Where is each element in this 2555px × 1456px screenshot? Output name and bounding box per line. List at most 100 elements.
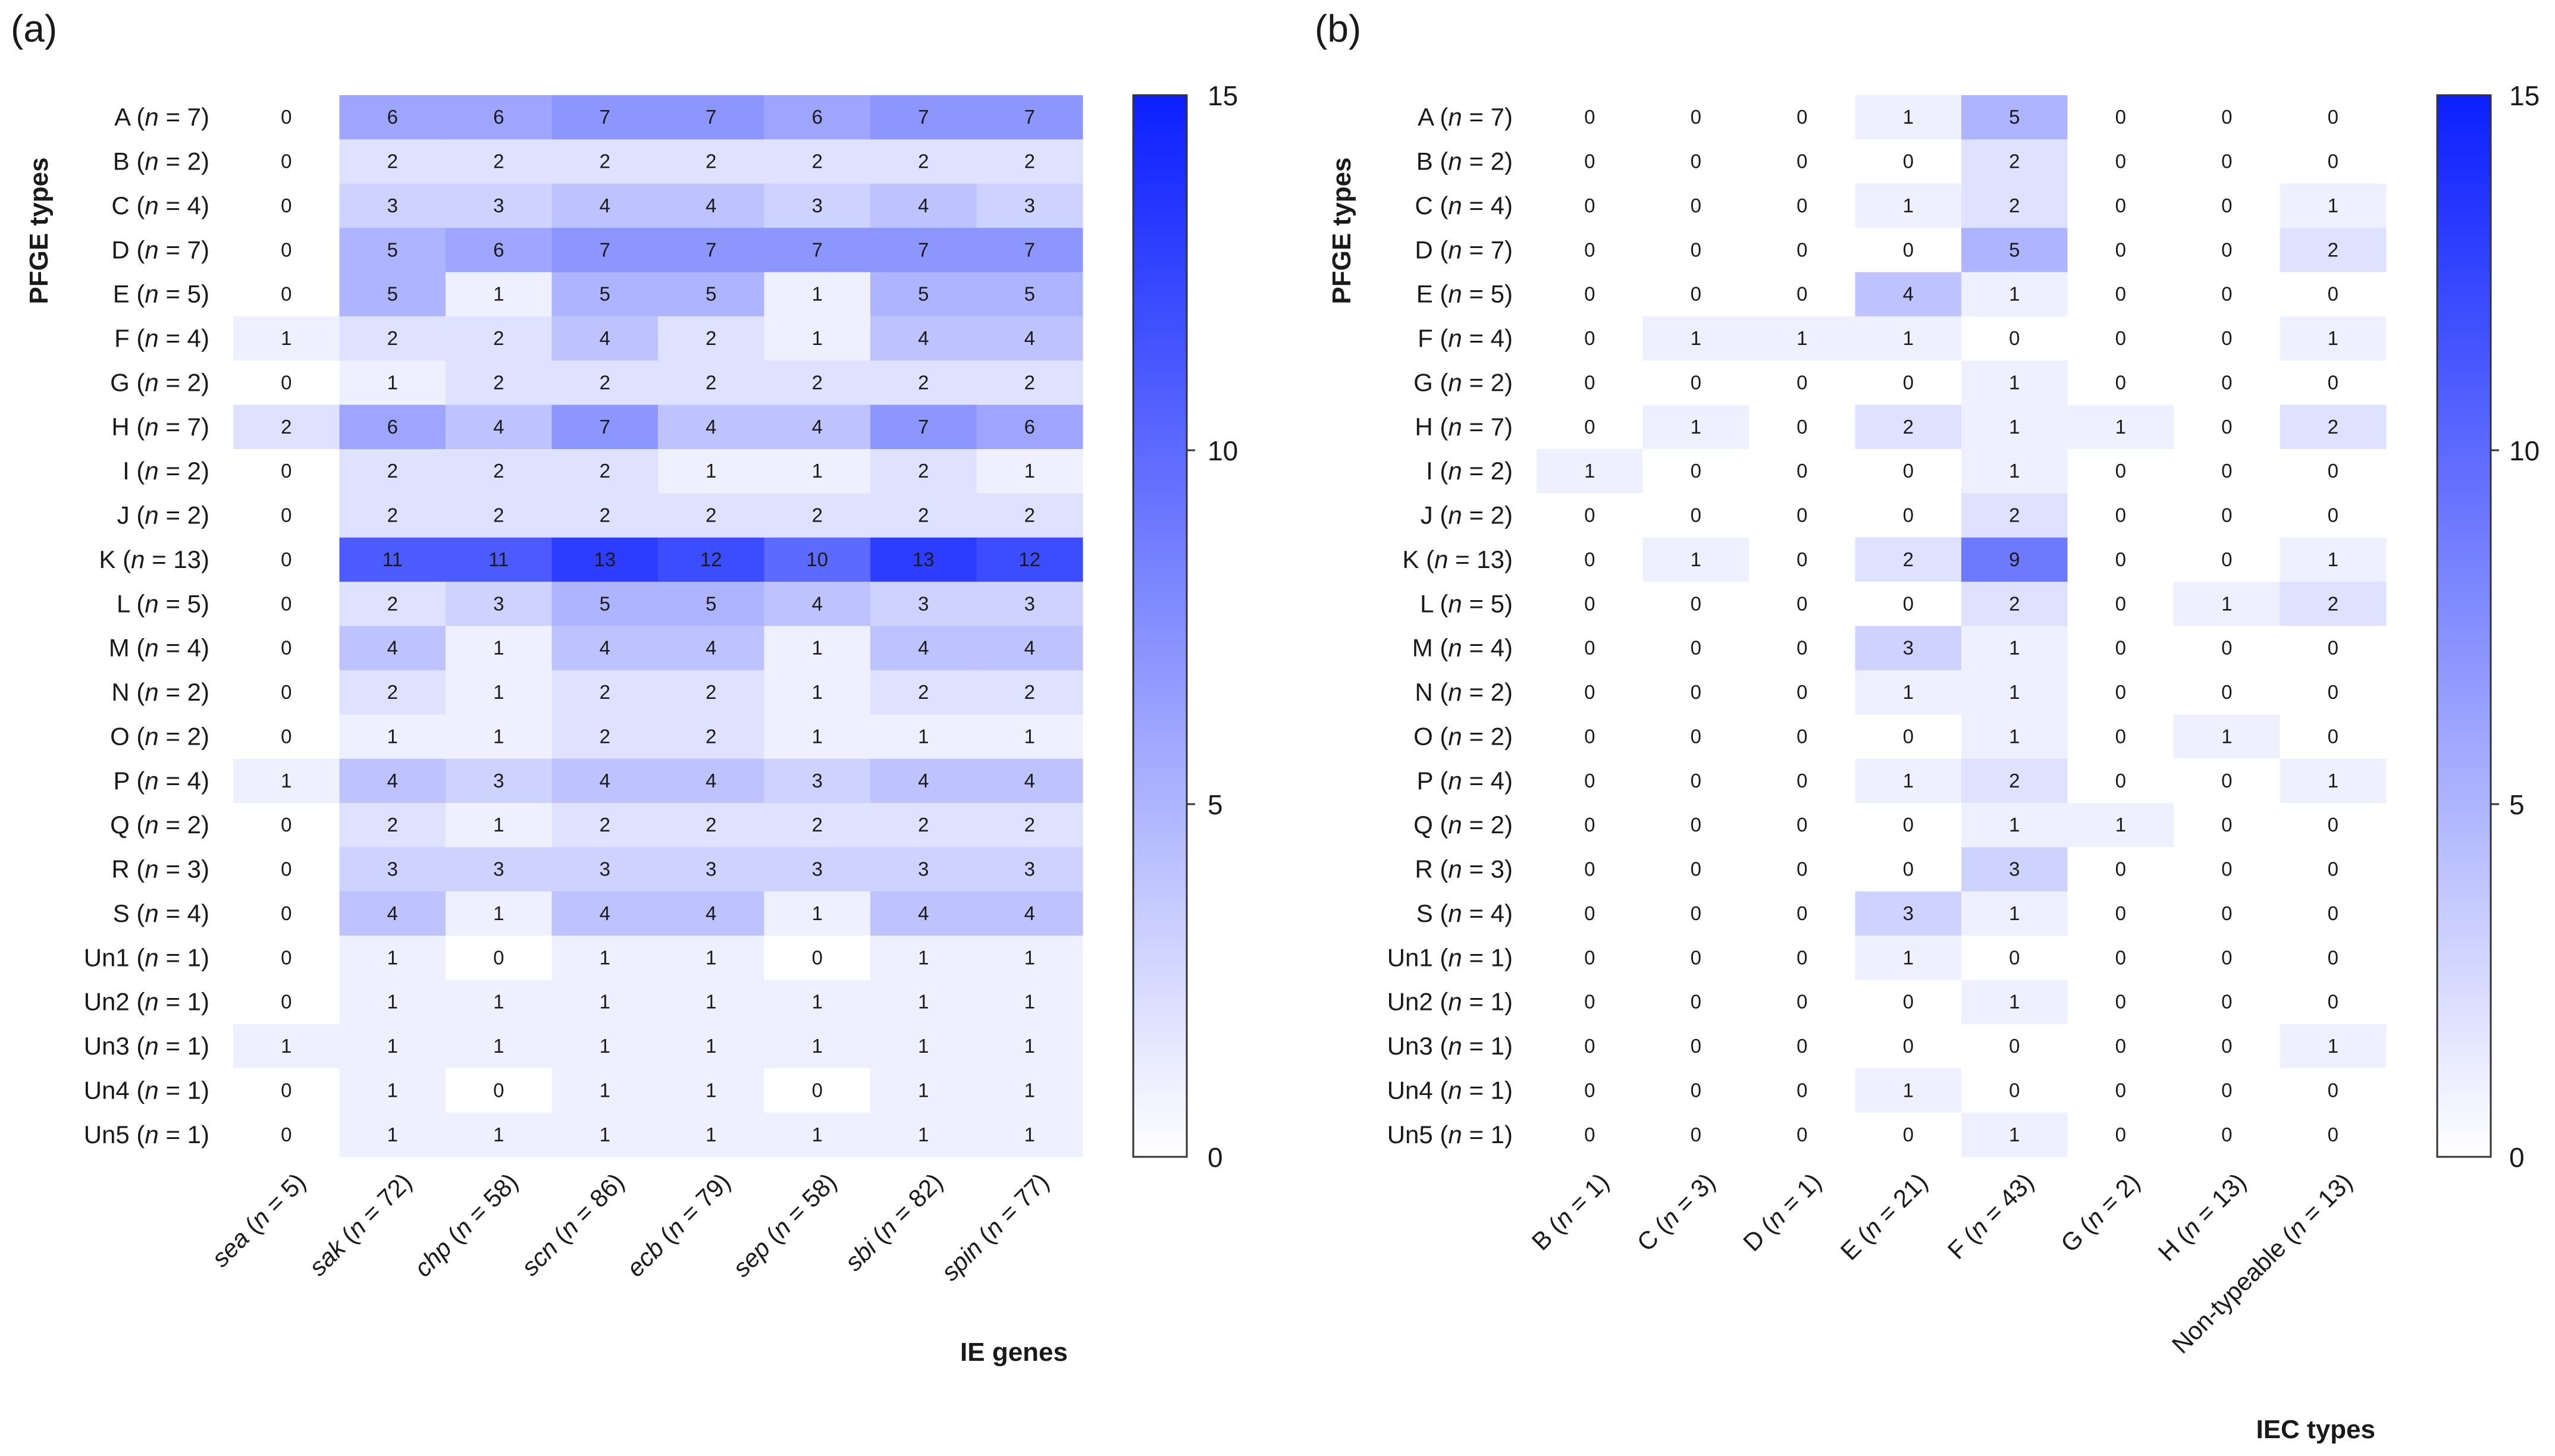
- cell-value-label: 0: [1584, 637, 1595, 659]
- heatmap-cell: [976, 404, 1083, 450]
- cell-value-label: 4: [706, 194, 716, 216]
- cell-value-label: 0: [1584, 150, 1595, 172]
- cell-value-label: 0: [281, 946, 291, 968]
- heatmap-cell: [1961, 847, 2068, 892]
- cell-value-label: 0: [2221, 858, 2232, 880]
- heatmap-cell: [1537, 891, 1643, 936]
- cell-value-label: 1: [2115, 416, 2126, 438]
- cell-value-label: 3: [706, 858, 716, 880]
- cell-value-label: 0: [2221, 681, 2232, 703]
- heatmap-cell: [870, 980, 977, 1025]
- cell-value-label: 6: [493, 239, 504, 261]
- heatmap-cell: [658, 1024, 764, 1069]
- heatmap-cell: [658, 272, 764, 317]
- cell-value-label: 4: [918, 194, 929, 216]
- heatmap-cell: [1749, 847, 1855, 892]
- cell-value-label: 1: [2115, 814, 2126, 836]
- heatmap-cell: [764, 139, 871, 184]
- heatmap-cell: [233, 360, 340, 406]
- cell-value-label: 1: [1024, 1079, 1035, 1101]
- heatmap-cell: [2067, 95, 2174, 140]
- cell-value-label: 1: [387, 1124, 398, 1146]
- cell-value-label: 9: [2009, 548, 2020, 570]
- cell-value-label: 0: [2115, 327, 2126, 349]
- cell-value-label: 0: [1691, 681, 1701, 703]
- cell-value-label: 1: [387, 725, 398, 747]
- heatmap-cell: [976, 537, 1083, 582]
- cell-value-label: 0: [2115, 991, 2126, 1013]
- heatmap-cell: [233, 626, 340, 671]
- cell-value-label: 5: [1024, 283, 1035, 305]
- row-label: F (n = 4): [114, 324, 209, 352]
- column-label: Non-typeable (n = 13): [2167, 1168, 2358, 1358]
- row-label: N (n = 2): [1415, 678, 1513, 706]
- heatmap-cell: [976, 316, 1083, 361]
- row-label: B (n = 2): [1416, 148, 1513, 175]
- cell-value-label: 2: [387, 504, 398, 526]
- heatmap-cell: [2174, 714, 2280, 760]
- cell-value-label: 11: [383, 548, 403, 570]
- heatmap-cell: [1642, 95, 1750, 140]
- heatmap-cell: [551, 626, 659, 671]
- cell-value-label: 2: [387, 814, 398, 836]
- cell-value-label: 0: [493, 946, 504, 968]
- heatmap-cell: [2067, 1112, 2174, 1157]
- heatmap-cell: [976, 626, 1083, 671]
- cell-value-label: 3: [493, 592, 504, 614]
- column-label: sbi (n = 82): [839, 1168, 948, 1276]
- heatmap-cell: [1642, 1024, 1750, 1069]
- cell-value-label: 0: [2115, 637, 2126, 659]
- heatmap-cell: [870, 95, 977, 140]
- heatmap-cell: [2067, 670, 2174, 715]
- row-label: I (n = 2): [123, 457, 209, 485]
- heatmap-cell: [1855, 228, 1962, 272]
- heatmap-cell: [1749, 1112, 1855, 1157]
- cell-value-label: 2: [918, 814, 929, 836]
- cell-value-label: 0: [1797, 504, 1807, 526]
- heatmap-cell: [764, 758, 871, 804]
- cell-value-label: 2: [600, 504, 610, 526]
- cell-value-label: 2: [493, 371, 504, 393]
- cell-value-label: 0: [1584, 681, 1595, 703]
- cell-value-label: 0: [2115, 1079, 2126, 1101]
- cell-value-label: 4: [706, 770, 716, 792]
- cell-value-label: 0: [281, 239, 291, 261]
- heatmap-cell: [1642, 1112, 1750, 1157]
- cell-value-label: 2: [493, 504, 504, 526]
- x-axis-label: IE genes: [960, 1338, 1068, 1367]
- cell-value-label: 1: [2328, 548, 2338, 570]
- heatmap-cell: [551, 316, 659, 361]
- heatmap-cell: [233, 714, 340, 760]
- cell-value-label: 2: [918, 504, 929, 526]
- cell-value-label: 0: [2221, 194, 2232, 216]
- heatmap-cell: [1642, 714, 1750, 760]
- cell-value-label: 0: [2328, 1079, 2338, 1101]
- cell-value-label: 13: [913, 548, 935, 570]
- heatmap-cell: [2174, 360, 2280, 406]
- heatmap-cell: [1855, 891, 1962, 936]
- heatmap-cell: [2280, 980, 2387, 1025]
- cell-value-label: 1: [493, 283, 504, 305]
- cell-value-label: 0: [1584, 725, 1595, 747]
- cell-value-label: 0: [1584, 194, 1595, 216]
- heatmap-cell: [1855, 670, 1962, 715]
- heatmap-cell: [2280, 670, 2387, 715]
- heatmap-cell: [339, 936, 446, 980]
- row-label: P (n = 4): [1417, 767, 1513, 795]
- column-label: C (n = 3): [1632, 1168, 1721, 1257]
- cell-value-label: 2: [918, 150, 929, 172]
- heatmap-cell: [1961, 272, 2068, 317]
- cell-value-label: 6: [812, 106, 823, 128]
- heatmap-cell: [1642, 537, 1750, 582]
- heatmap-cell: [1749, 1068, 1855, 1113]
- cell-value-label: 0: [2115, 106, 2126, 128]
- heatmap-cell: [551, 980, 659, 1025]
- heatmap-cell: [1749, 139, 1855, 184]
- row-label: Un5 (n = 1): [1387, 1121, 1513, 1149]
- colorbar-tick-label: 5: [1208, 789, 1223, 820]
- cell-value-label: 7: [1024, 106, 1035, 128]
- heatmap-cell: [2174, 449, 2280, 494]
- heatmap-cell: [764, 1112, 871, 1157]
- cell-value-label: 2: [493, 460, 504, 482]
- cell-value-label: 7: [706, 106, 716, 128]
